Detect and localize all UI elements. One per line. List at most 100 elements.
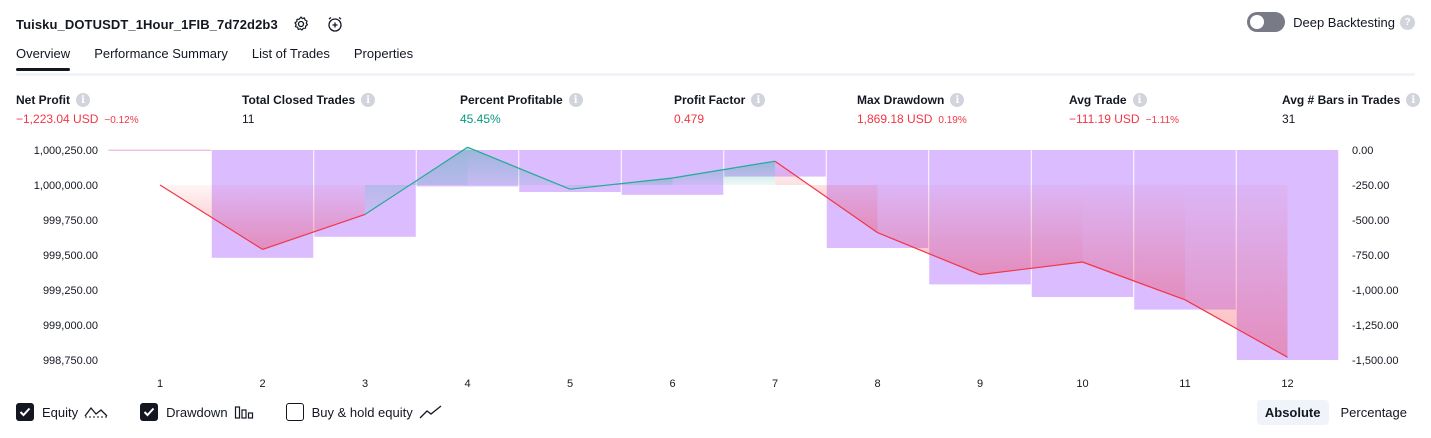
left-axis-tick: 999,500.00	[43, 250, 98, 262]
legend-equity[interactable]: Equity	[16, 403, 108, 421]
info-icon[interactable]: i	[1132, 93, 1147, 107]
info-icon[interactable]: i	[568, 93, 583, 107]
left-axis-tick: 1,000,250.00	[34, 145, 98, 157]
equity-line-segment	[979, 261, 1083, 276]
metric-value: 31	[1282, 112, 1296, 126]
deep-backtesting: Deep Backtesting ?	[1247, 12, 1415, 32]
equity-drawdown-chart[interactable]: 1,000,250.00 1,000,000.00 999,750.00 999,50…	[0, 138, 1431, 396]
left-axis-tick: 999,250.00	[43, 285, 98, 297]
x-axis-tick: 2	[259, 378, 265, 390]
equity-line-segment	[467, 146, 571, 190]
x-axis-tick: 10	[1076, 378, 1088, 390]
metric-avg-bars-in-trades: Avg # Bars in Trades i 31	[1282, 93, 1421, 126]
strategy-header: Tuisku_DOTUSDT_1Hour_1FIB_7d72d2b3	[16, 10, 346, 38]
metric-percent: 0.19%	[938, 115, 967, 126]
tab-list-of-trades[interactable]: List of Trades	[251, 46, 330, 61]
alarm-add-icon[interactable]	[324, 13, 346, 35]
metric-total-closed-trades: Total Closed Trades i 11	[242, 93, 376, 126]
metric-percent-profitable: Percent Profitable i 45.45%	[460, 93, 583, 126]
tab-overview[interactable]: Overview	[16, 46, 71, 71]
strategy-name: Tuisku_DOTUSDT_1Hour_1FIB_7d72d2b3	[16, 16, 278, 32]
metric-profit-factor: Profit Factor i 0.479	[674, 93, 766, 126]
equity-area	[877, 185, 980, 275]
tab-properties[interactable]: Properties	[353, 46, 414, 61]
right-axis-tick: -1,250.00	[1352, 320, 1398, 332]
x-axis-tick: 11	[1179, 378, 1190, 390]
absolute-button[interactable]: Absolute	[1256, 400, 1329, 425]
view-mode-switch: Absolute Percentage	[1253, 400, 1415, 425]
x-axis-tick: 12	[1281, 378, 1293, 390]
metric-label: Avg # Bars in Trades	[1282, 93, 1401, 107]
deep-backtesting-label: Deep Backtesting	[1293, 14, 1395, 30]
equity-line-segment	[774, 160, 878, 234]
equity-area	[672, 161, 775, 185]
equity-checkbox[interactable]	[16, 403, 34, 421]
metric-avg-trade: Avg Trade i −111.19 USD −1.11%	[1069, 93, 1179, 126]
x-axis-tick: 7	[772, 378, 778, 390]
equity-area	[467, 147, 570, 190]
bar-chart-icon	[234, 404, 254, 420]
right-axis-tick: -250.00	[1352, 180, 1389, 192]
x-axis-tick: 4	[464, 378, 470, 390]
right-axis-tick: -1,000.00	[1352, 285, 1398, 297]
metric-max-drawdown: Max Drawdown i 1,869.18 USD 0.19%	[857, 93, 967, 126]
metric-label: Avg Trade	[1069, 93, 1127, 107]
chart-legend: Equity Drawdown Buy & hold equity	[16, 403, 475, 421]
metric-value: −1,223.04 USD	[16, 112, 99, 126]
deep-backtesting-toggle[interactable]	[1247, 12, 1286, 32]
metric-label: Net Profit	[16, 93, 70, 107]
equity-line-segment	[877, 232, 981, 276]
buy-hold-checkbox[interactable]	[285, 403, 304, 421]
help-icon[interactable]: ?	[1400, 14, 1415, 30]
tab-performance-summary[interactable]: Performance Summary	[94, 46, 228, 61]
metric-percent: −0.12%	[104, 115, 139, 126]
right-axis-tick: -500.00	[1352, 215, 1389, 227]
info-icon[interactable]: i	[361, 93, 376, 107]
x-axis-tick: 1	[157, 378, 163, 390]
info-icon[interactable]: i	[1406, 93, 1421, 107]
trend-line-icon	[419, 404, 443, 420]
x-axis-tick: 5	[567, 378, 573, 390]
equity-line-segment	[569, 177, 673, 190]
equity-area	[980, 185, 1083, 275]
legend-label: Drawdown	[166, 404, 228, 420]
equity-line-segment	[159, 184, 263, 250]
equity-line-segment	[364, 146, 468, 215]
legend-drawdown[interactable]: Drawdown	[140, 403, 253, 421]
right-axis-tick: -750.00	[1352, 250, 1389, 262]
tab-bar: Overview Performance Summary List of Tra…	[16, 46, 437, 71]
left-axis-tick: 998,750.00	[43, 355, 98, 367]
gear-icon[interactable]	[290, 13, 312, 35]
info-icon[interactable]: i	[76, 93, 90, 107]
right-axis-tick: 0.00	[1352, 145, 1373, 157]
x-axis-tick: 9	[977, 378, 983, 390]
legend-buy-hold-equity[interactable]: Buy & hold equity	[285, 403, 443, 421]
equity-line-segment	[262, 213, 366, 250]
legend-label: Buy & hold equity	[311, 404, 413, 420]
metric-net-profit: Net Profit i −1,223.04 USD −0.12%	[16, 93, 139, 126]
legend-label: Equity	[42, 404, 79, 420]
equity-area	[1185, 185, 1288, 358]
tab-divider	[16, 73, 1415, 76]
left-axis-tick: 999,000.00	[43, 320, 98, 332]
equity-line-icon	[84, 404, 108, 420]
metric-value: 45.45%	[460, 112, 501, 126]
percentage-button[interactable]: Percentage	[1340, 405, 1408, 420]
equity-area	[262, 185, 365, 250]
metric-label: Max Drawdown	[857, 93, 945, 107]
metric-value: 11	[242, 112, 255, 126]
left-axis-tick: 1,000,000.00	[34, 180, 98, 192]
drawdown-checkbox[interactable]	[140, 403, 159, 421]
metric-percent: −1.11%	[1145, 115, 1180, 126]
left-axis-tick: 999,750.00	[43, 215, 98, 227]
info-icon[interactable]: i	[751, 93, 766, 107]
x-axis-tick: 6	[669, 378, 675, 390]
equity-line-segment	[1082, 261, 1186, 301]
metric-label: Total Closed Trades	[242, 93, 356, 107]
x-axis-tick: 3	[362, 378, 368, 390]
info-icon[interactable]: i	[950, 93, 965, 107]
equity-line-segment	[672, 160, 776, 179]
x-axis-tick: 8	[874, 378, 880, 390]
metric-label: Profit Factor	[674, 93, 746, 107]
metric-label: Percent Profitable	[460, 93, 563, 107]
